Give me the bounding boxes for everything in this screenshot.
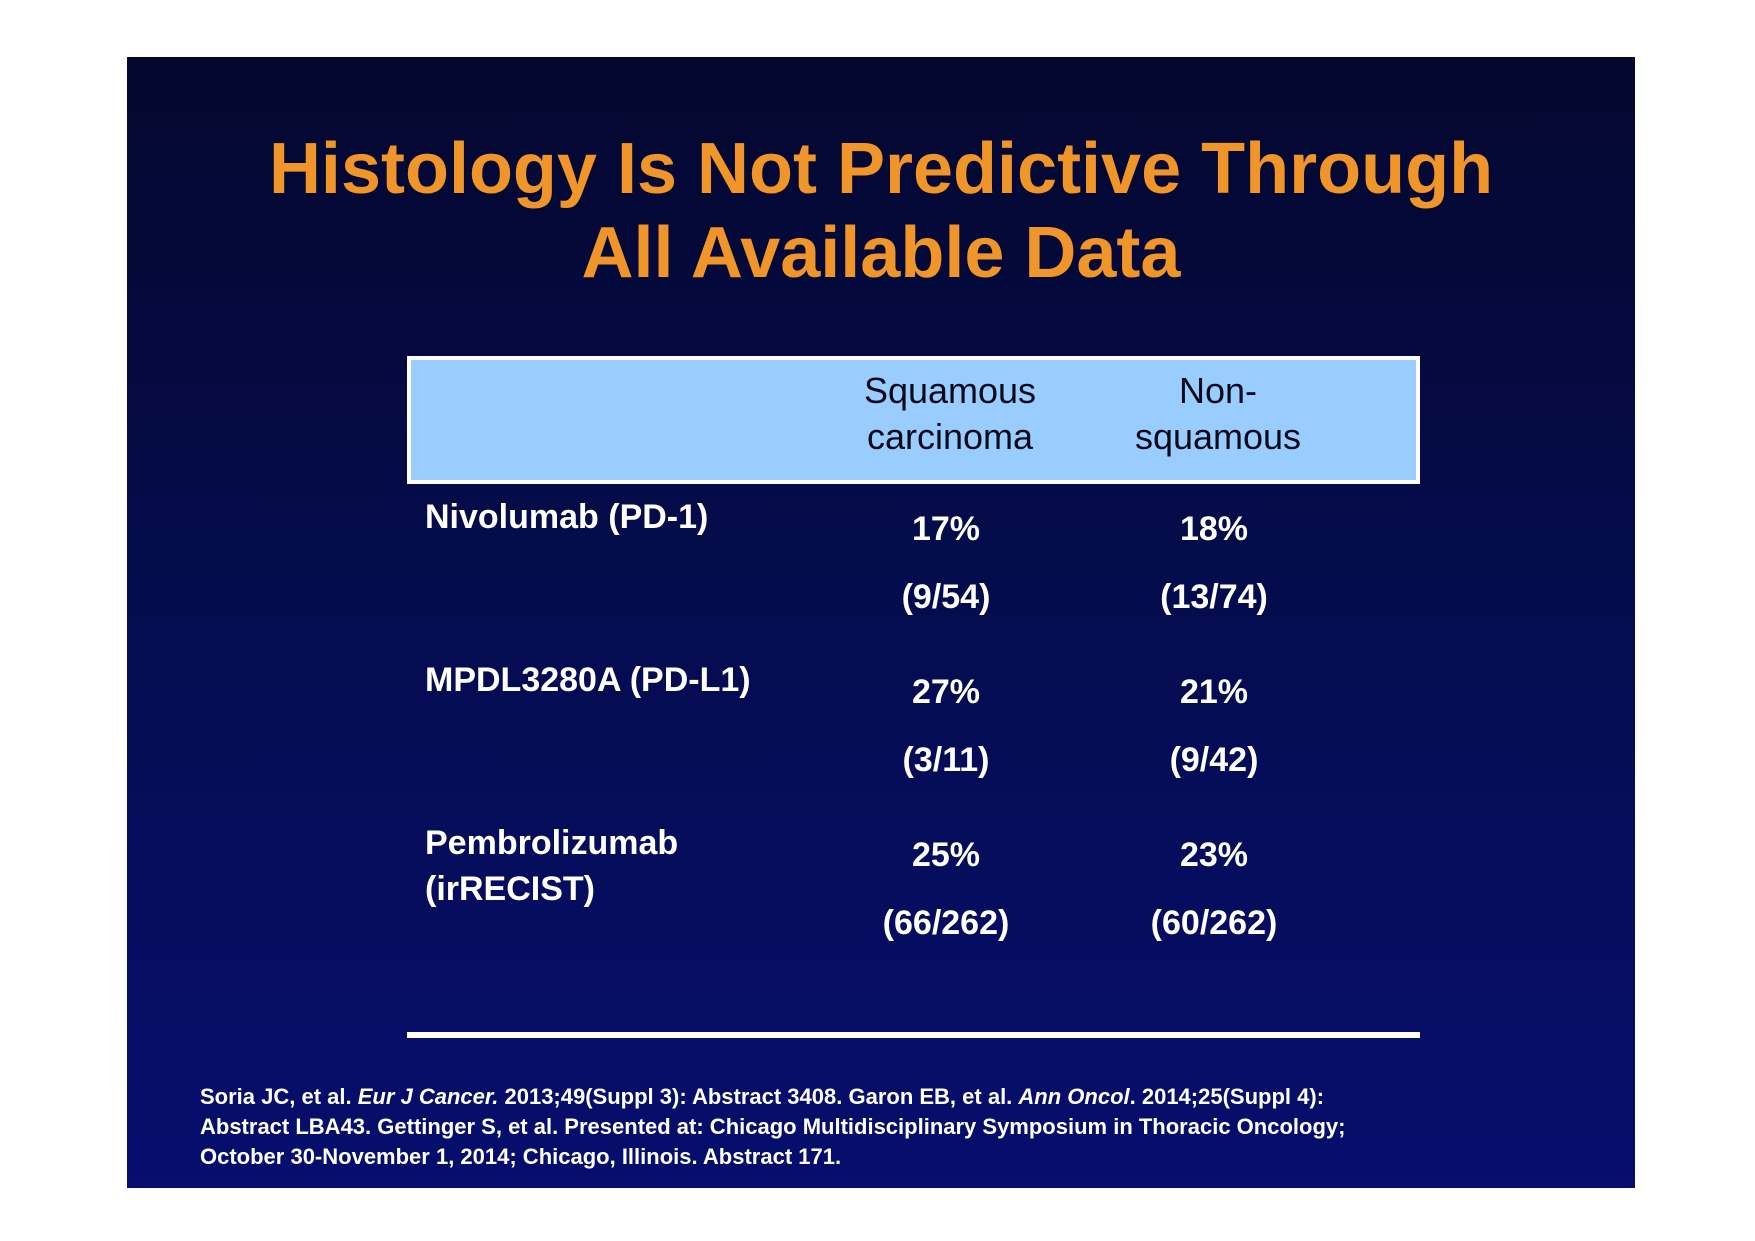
title-line-2: All Available Data — [581, 213, 1181, 293]
row-label: MPDL3280A (PD-L1) — [425, 661, 751, 699]
footnote-line-2: Abstract LBA43. Gettinger S, et al. Pres… — [200, 1114, 1346, 1139]
title-line-1: Histology Is Not Predictive Through — [268, 129, 1494, 209]
squamous-fraction: (9/54) — [901, 578, 991, 616]
table-row: Nivolumab (PD-1) 17% (9/54) 18% (13/74) — [407, 484, 1420, 647]
squamous-percent: 17% — [911, 510, 981, 548]
table-bottom-rule — [407, 1032, 1420, 1038]
table-row: Pembrolizumab (irRECIST) 25% (66/262) 23… — [407, 810, 1420, 973]
header-nonsquamous: Non- squamous — [1134, 370, 1302, 457]
nonsquamous-percent: 23% — [1179, 836, 1249, 874]
table-row: MPDL3280A (PD-L1) 27% (3/11) 21% (9/42) — [407, 647, 1420, 810]
nonsquamous-fraction: (9/42) — [1169, 741, 1259, 779]
row-label: Nivolumab (PD-1) — [425, 498, 709, 536]
squamous-fraction: (3/11) — [902, 741, 990, 779]
footnote-line-3: October 30-November 1, 2014; Chicago, Il… — [200, 1144, 842, 1169]
nonsquamous-fraction: (13/74) — [1160, 578, 1268, 616]
references-footnote: Soria JC, et al. Eur J Cancer. 2013;49(S… — [200, 1082, 1560, 1172]
squamous-fraction: (66/262) — [882, 904, 1010, 942]
header-squamous: Squamous carcinoma — [863, 370, 1037, 457]
squamous-percent: 27% — [911, 673, 981, 711]
slide-title: Histology Is Not Predictive Through All … — [127, 127, 1635, 295]
row-label: Pembrolizumab (irRECIST) — [425, 824, 679, 908]
nonsquamous-percent: 21% — [1179, 673, 1249, 711]
nonsquamous-percent: 18% — [1179, 510, 1249, 548]
results-table: Squamous carcinoma Non- squamous Nivolum… — [407, 356, 1420, 973]
slide: Histology Is Not Predictive Through All … — [127, 57, 1635, 1188]
footnote-line-1: Soria JC, et al. Eur J Cancer. 2013;49(S… — [200, 1084, 1325, 1109]
squamous-percent: 25% — [911, 836, 981, 874]
nonsquamous-fraction: (60/262) — [1150, 904, 1278, 942]
table-header-row: Squamous carcinoma Non- squamous — [407, 356, 1420, 484]
